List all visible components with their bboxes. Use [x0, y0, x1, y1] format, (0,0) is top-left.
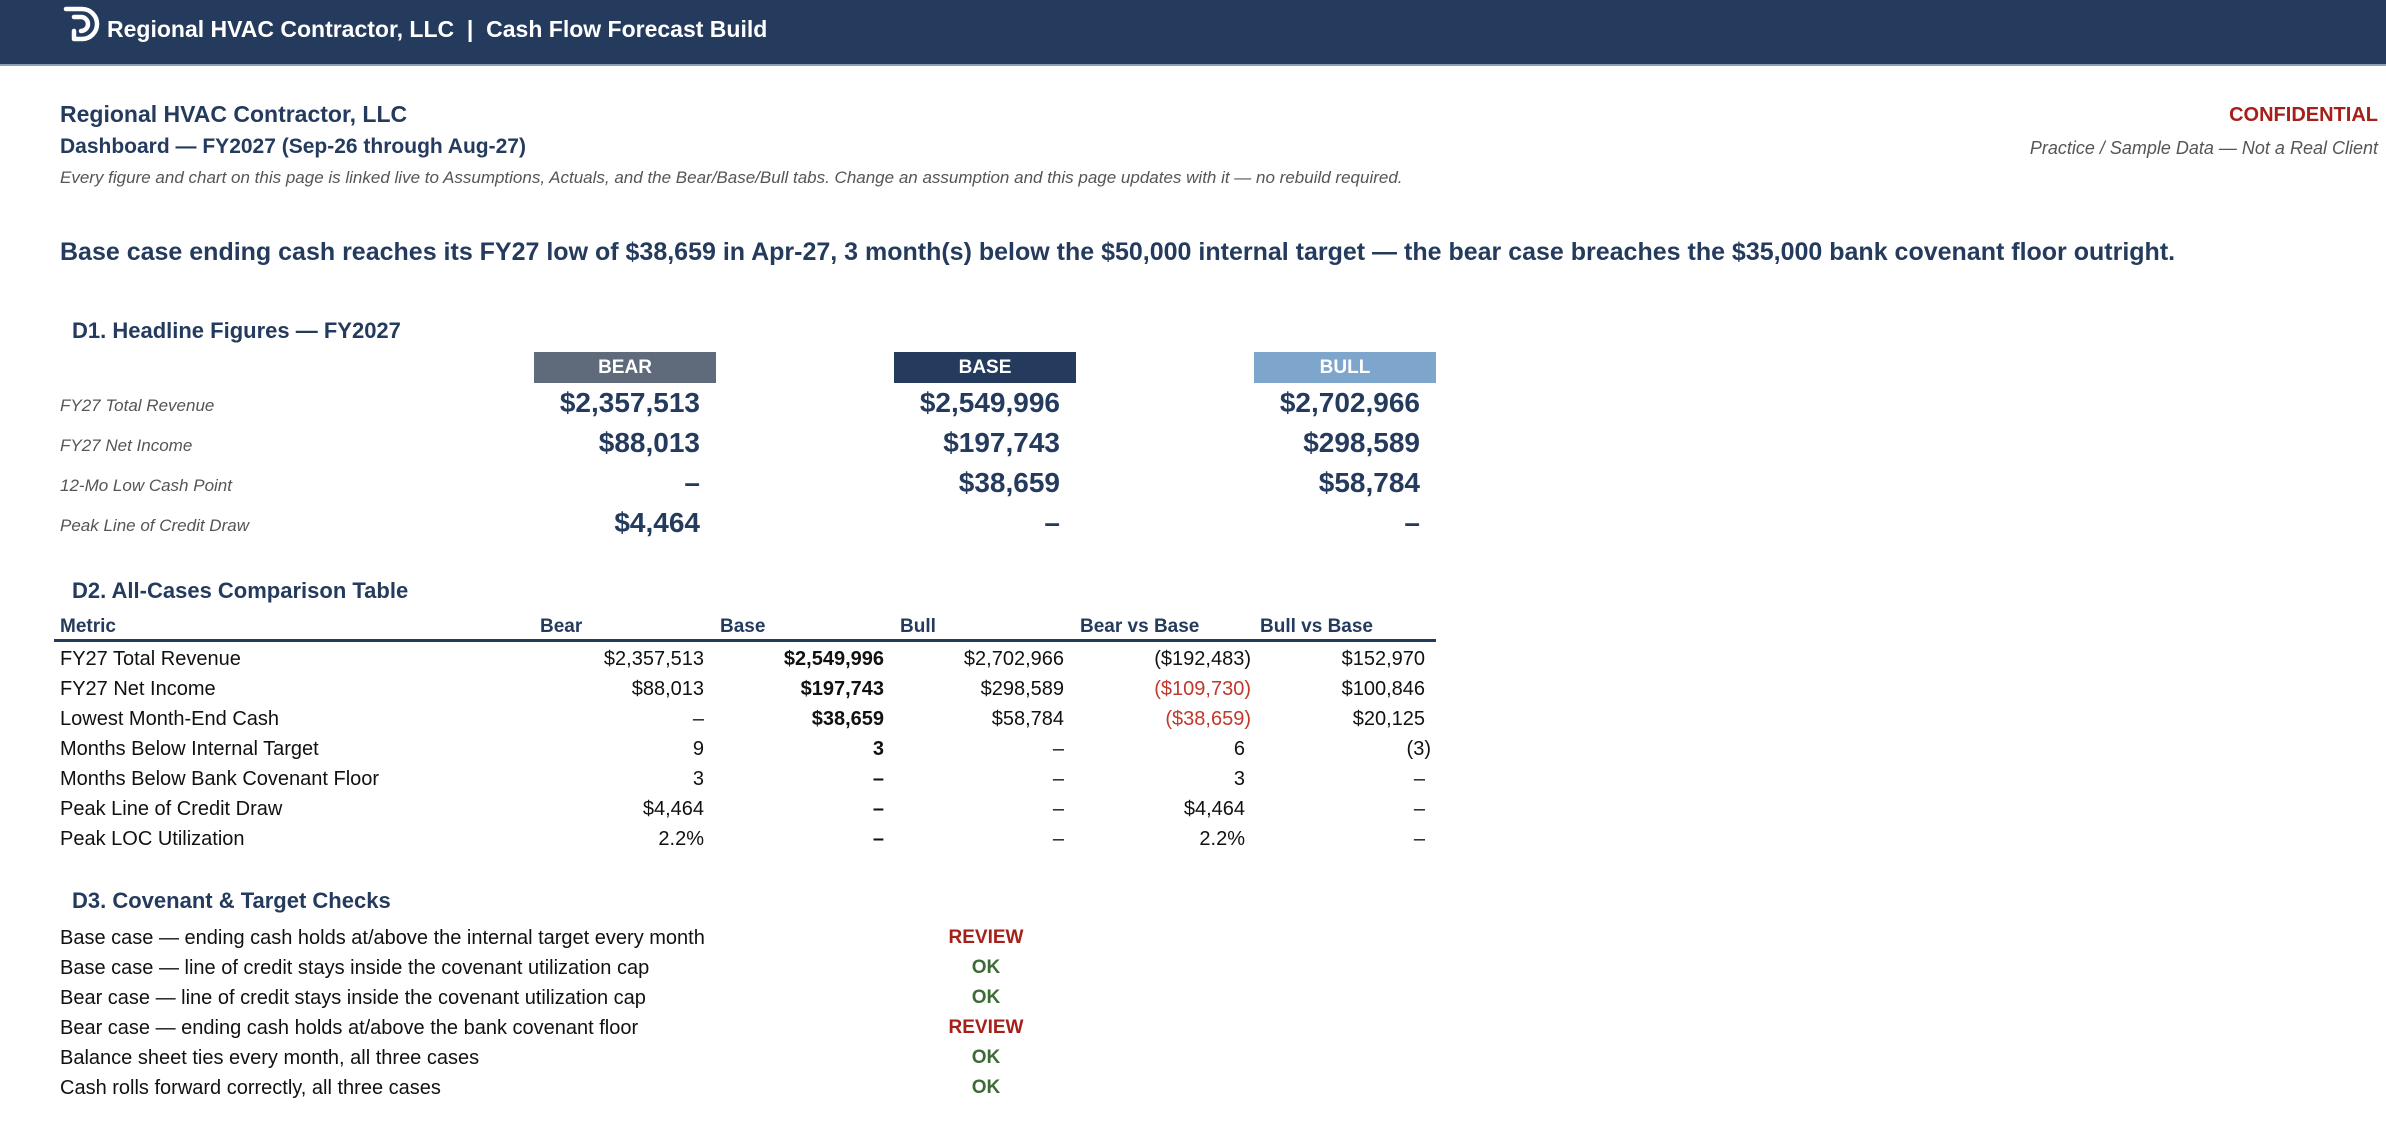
table-cell-bull-vs-base: $20,125 — [1352, 708, 1425, 730]
table-cell-base: $197,743 — [800, 678, 884, 700]
section-d1-title: D1. Headline Figures — FY2027 — [72, 318, 401, 343]
headline-value-bear: – — [684, 467, 700, 498]
table-row-label: Months Below Bank Covenant Floor — [60, 768, 380, 790]
check-label: Cash rolls forward correctly, all three … — [60, 1077, 441, 1099]
headline-value-bull: – — [1404, 507, 1420, 538]
table-cell-base: $38,659 — [811, 708, 884, 730]
table-cell-bear-vs-base: $4,464 — [1183, 798, 1245, 820]
headline-value-bull: $2,702,966 — [1279, 387, 1420, 418]
table-cell-bull-vs-base: – — [1413, 768, 1425, 790]
check-status-badge: OK — [971, 957, 1001, 978]
headline-value-bear: $2,357,513 — [559, 387, 700, 418]
title-banner: Regional HVAC Contractor, LLC | Cash Flo… — [0, 0, 2386, 66]
table-cell-bear: $88,013 — [631, 678, 704, 700]
section-d2-title: D2. All-Cases Comparison Table — [72, 578, 409, 603]
banner-title: Regional HVAC Contractor, LLC | Cash Flo… — [107, 16, 768, 42]
table-row-label: FY27 Net Income — [60, 678, 216, 700]
headline-summary: Base case ending cash reaches its FY27 l… — [60, 238, 2176, 266]
table-header-rule — [54, 639, 1436, 642]
column-header-bull: Bull — [900, 616, 936, 637]
table-cell-base: – — [872, 798, 884, 820]
table-cell-base: – — [872, 828, 884, 850]
check-label: Bear case — line of credit stays inside … — [60, 987, 646, 1009]
table-cell-bull: – — [1052, 828, 1064, 850]
check-status-badge: OK — [971, 1077, 1001, 1098]
check-status-badge: OK — [971, 987, 1001, 1008]
table-cell-bull: $2,702,966 — [963, 648, 1064, 670]
table-cell-bear: – — [692, 708, 704, 730]
headline-row-label: FY27 Net Income — [60, 436, 193, 455]
case-header-bear: BEAR — [534, 352, 716, 383]
table-cell-bear: 2.2% — [658, 828, 704, 850]
case-header-bull: BULL — [1254, 352, 1436, 383]
headline-value-base: $2,549,996 — [919, 387, 1060, 418]
table-cell-bear: 9 — [692, 738, 704, 760]
headline-row-label: FY27 Total Revenue — [60, 396, 215, 415]
check-status-badge: REVIEW — [948, 927, 1024, 948]
table-cell-bear-vs-base: ($192,483) — [1154, 648, 1251, 670]
column-header-base: Base — [720, 616, 766, 637]
table-cell-base: 3 — [872, 738, 884, 760]
table-cell-bull-vs-base: – — [1413, 798, 1425, 820]
headline-value-base: $197,743 — [943, 427, 1060, 458]
check-label: Base case — line of credit stays inside … — [60, 957, 650, 979]
table-row-label: Lowest Month-End Cash — [60, 708, 280, 730]
column-header-bear-vs-base: Bear vs Base — [1080, 616, 1200, 637]
table-cell-bull-vs-base: $152,970 — [1341, 648, 1425, 670]
table-cell-bear-vs-base: ($38,659) — [1165, 708, 1251, 730]
company-logo-icon — [63, 6, 100, 42]
table-cell-base: $2,549,996 — [783, 648, 884, 670]
headline-value-bear: $4,464 — [614, 507, 700, 538]
table-cell-bull-vs-base: – — [1413, 828, 1425, 850]
table-cell-bull: $58,784 — [991, 708, 1064, 730]
check-label: Bear case — ending cash holds at/above t… — [60, 1017, 639, 1039]
table-cell-bull: – — [1052, 798, 1064, 820]
headline-row-label: Peak Line of Credit Draw — [60, 516, 249, 535]
table-cell-bear-vs-base: 2.2% — [1199, 828, 1245, 850]
table-row-label: Months Below Internal Target — [60, 738, 319, 760]
table-cell-bull-vs-base: $100,846 — [1341, 678, 1425, 700]
column-header-bull-vs-base: Bull vs Base — [1260, 616, 1373, 637]
section-d3-title: D3. Covenant & Target Checks — [72, 888, 391, 913]
table-cell-bull: – — [1052, 768, 1064, 790]
headline-value-bear: $88,013 — [598, 427, 700, 458]
headline-value-bull: $298,589 — [1303, 427, 1420, 458]
check-label: Base case — ending cash holds at/above t… — [60, 927, 705, 949]
table-row-label: FY27 Total Revenue — [60, 648, 241, 670]
headline-row-label: 12-Mo Low Cash Point — [60, 476, 232, 495]
headline-value-base: $38,659 — [958, 467, 1060, 498]
table-row-label: Peak Line of Credit Draw — [60, 798, 283, 820]
table-cell-bear: $4,464 — [642, 798, 704, 820]
check-status-badge: OK — [971, 1047, 1001, 1068]
check-status-badge: REVIEW — [948, 1017, 1024, 1038]
table-cell-bear: $2,357,513 — [603, 648, 704, 670]
table-cell-bull-vs-base: (3) — [1406, 738, 1431, 760]
table-cell-base: – — [872, 768, 884, 790]
headline-value-bull: $58,784 — [1318, 467, 1420, 498]
check-label: Balance sheet ties every month, all thre… — [60, 1047, 480, 1069]
table-cell-bear-vs-base: ($109,730) — [1154, 678, 1251, 700]
table-cell-bull: $298,589 — [980, 678, 1064, 700]
confidential-label: CONFIDENTIAL — [2229, 104, 2378, 126]
case-header-base: BASE — [894, 352, 1076, 383]
table-row-label: Peak LOC Utilization — [60, 828, 245, 850]
company-name: Regional HVAC Contractor, LLC — [60, 101, 408, 127]
dashboard-title: Dashboard — FY2027 (Sep-26 through Aug-2… — [60, 135, 526, 158]
headline-value-base: – — [1044, 507, 1060, 538]
table-cell-bull: – — [1052, 738, 1064, 760]
column-header-bear: Bear — [540, 616, 583, 637]
table-cell-bear-vs-base: 6 — [1233, 738, 1245, 760]
table-cell-bear-vs-base: 3 — [1233, 768, 1245, 790]
practice-disclaimer: Practice / Sample Data — Not a Real Clie… — [2029, 138, 2378, 158]
dashboard-note: Every figure and chart on this page is l… — [60, 168, 1403, 187]
table-cell-bear: 3 — [692, 768, 704, 790]
column-header-metric: Metric — [60, 616, 116, 637]
